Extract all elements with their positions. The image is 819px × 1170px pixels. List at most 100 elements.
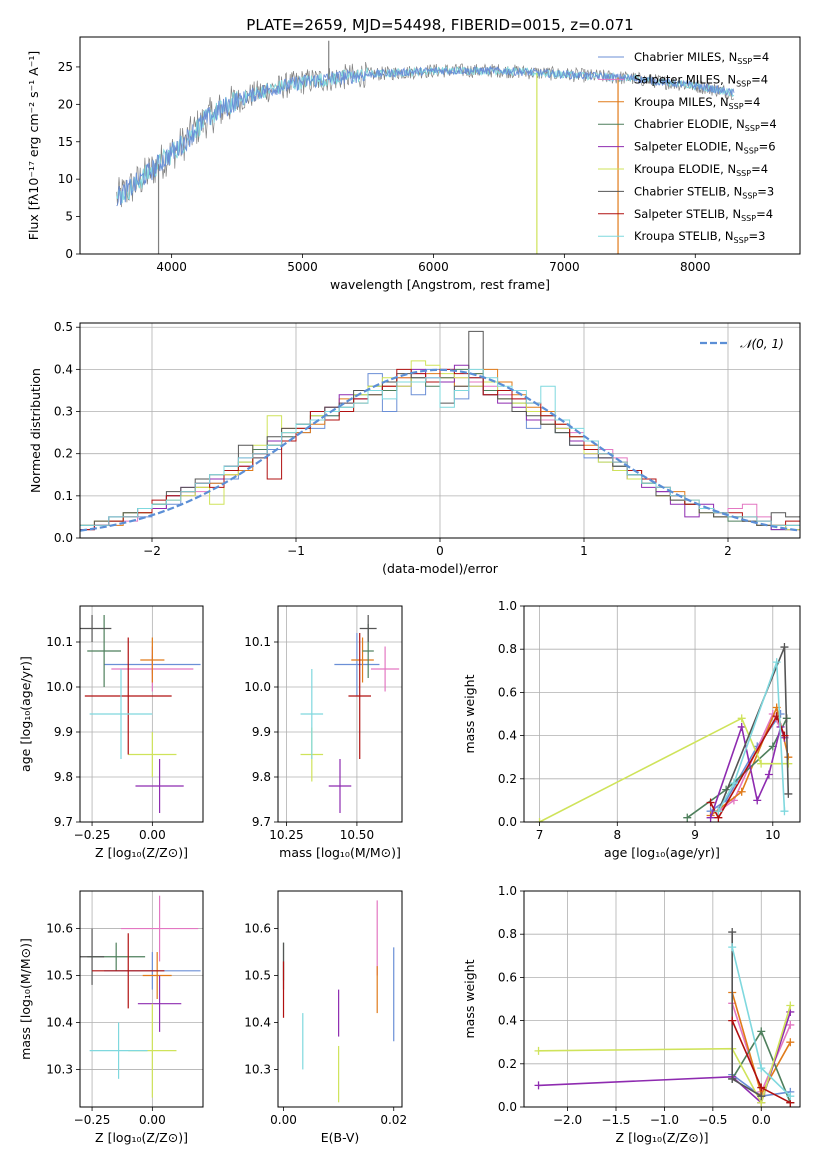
legend-sub: SSP (745, 124, 760, 133)
x-tick-label: −0.5 (698, 1113, 727, 1127)
legend-text: =4 (751, 162, 768, 176)
legend-entry: Kroupa ELODIE, NSSP=4 (634, 162, 768, 178)
data-point (786, 1020, 795, 1029)
x-tick-label: 5000 (287, 260, 318, 274)
ticks: 0.00 0.02 10.3 10.4 10.5 10.6 (244, 922, 407, 1127)
y-tick-label: 10.3 (46, 1062, 73, 1076)
axes-age-vs-weight: 7 8 9 10 0.0 0.2 0.4 0.6 0.8 1.0 age [log₁₀(age/yr… (462, 599, 801, 860)
y-axis-label: mass weight (462, 959, 477, 1038)
y-tick-label: 0.1 (54, 489, 73, 503)
data-point (780, 643, 789, 652)
legend-text: =4 (752, 50, 769, 64)
x-tick-label: 8 (613, 828, 621, 842)
data-point (786, 1038, 795, 1047)
x-tick-label: −0.25 (74, 828, 111, 842)
spectrum-line (116, 65, 735, 207)
legend-entry: Chabrier ELODIE, NSSP=4 (634, 117, 777, 133)
x-tick-label: 0.0 (752, 1113, 771, 1127)
legend-sub: SSP (729, 102, 744, 111)
data-point (728, 1016, 737, 1025)
x-axis-label: (data-model)/error (382, 561, 499, 576)
legend-text: =4 (756, 207, 773, 221)
y-tick-label: 9.8 (54, 770, 73, 784)
y-tick-label: 0.2 (498, 1057, 517, 1071)
x-axis-label: E(B-V) (321, 1130, 360, 1145)
axes-residuals: −2 −1 0 1 2 0.0 0.1 0.2 0.3 0.4 0.5 (data-model)/er… (28, 320, 801, 576)
legend-text: Kroupa MILES, N (634, 95, 729, 109)
legend-sub: SSP (737, 57, 752, 66)
legend-text: =3 (749, 229, 766, 243)
x-tick-label: −1.0 (650, 1113, 679, 1127)
y-tick-label: 10.4 (244, 1015, 271, 1029)
data-point (757, 759, 766, 768)
y-tick-label: 10.0 (46, 680, 73, 694)
y-tick-label: 10.6 (244, 922, 271, 936)
y-tick-label: 0.8 (498, 927, 517, 941)
data-point (757, 1092, 766, 1101)
axes-frame (79, 322, 801, 539)
y-tick-label: 10.1 (46, 635, 73, 649)
x-axis-label: wavelength [Angstrom, rest frame] (330, 277, 550, 292)
axes-z-vs-age: −0.25 0.00 9.7 9.8 9.9 10.0 10.1 Z [log₁₀(Z/Z⊙)… (18, 605, 204, 860)
y-tick-label: 5 (65, 210, 73, 224)
y-tick-label: 15 (58, 135, 73, 149)
y-tick-label: 10 (58, 172, 73, 186)
legend-entry: Salpeter STELIB, NSSP=4 (634, 207, 773, 223)
legend-sub: SSP (741, 214, 756, 223)
y-tick-label: 10.1 (244, 635, 271, 649)
legend-text: Chabrier MILES, N (634, 50, 737, 64)
legend-text: =3 (757, 184, 774, 198)
data-point (772, 658, 781, 667)
y-tick-label: 0 (65, 247, 73, 261)
x-axis-label: Z [log₁₀(Z/Z⊙)] (616, 1130, 709, 1145)
legend-entry: Salpeter ELODIE, NSSP=6 (634, 140, 776, 156)
series-line-kroupa-stelib (717, 661, 786, 812)
legend-text: Kroupa ELODIE, N (634, 162, 736, 176)
legend-text: =6 (759, 140, 776, 154)
x-tick-label: 10.50 (340, 828, 374, 842)
data-point (737, 722, 746, 731)
x-tick-label: 0.00 (139, 828, 166, 842)
ticks: −2 −1 0 1 2 0.0 0.1 0.2 0.3 0.4 0.5 (54, 320, 732, 558)
y-axis-label: Normed distribution (28, 368, 43, 493)
data-point (706, 813, 715, 822)
series-line-salpeter-elodie (538, 1011, 792, 1105)
y-tick-label: 0.6 (498, 685, 517, 699)
x-tick-label: 6000 (418, 260, 449, 274)
y-tick-label: 10.6 (46, 922, 73, 936)
data-point (737, 714, 746, 723)
ticks: −0.25 0.00 10.3 10.4 10.5 10.6 (46, 922, 165, 1127)
axes-frame (523, 890, 801, 1108)
data-point (784, 789, 793, 798)
y-axis-label: mass [log₁₀(M/M⊙)] (18, 938, 33, 1060)
y-tick-label: 9.7 (54, 815, 73, 829)
plot-area (80, 615, 201, 813)
data-point (728, 943, 737, 952)
plot-area (535, 643, 793, 822)
data-point (737, 787, 746, 796)
x-axis-label: mass [log₁₀(M/M⊙)] (279, 845, 401, 860)
legend-entry: Salpeter MILES, NSSP=4 (634, 72, 768, 88)
x-tick-label: 10.25 (269, 828, 303, 842)
data-point (757, 1027, 766, 1036)
ticks: 7 8 9 10 0.0 0.2 0.4 0.6 0.8 1.0 (498, 599, 781, 842)
y-tick-label: 0.2 (54, 447, 73, 461)
axes-mass-vs-age: 10.25 10.50 9.7 9.8 9.9 10.0 10.1 mass [log₁₀(M… (244, 605, 403, 860)
x-tick-label: 8000 (680, 260, 711, 274)
data-point (757, 1064, 766, 1073)
y-axis-label: age [log₁₀(age/yr)] (18, 656, 33, 772)
x-tick-label: 0 (436, 544, 444, 558)
x-tick-label: −0.25 (74, 1113, 111, 1127)
y-tick-label: 9.9 (252, 725, 271, 739)
data-point (683, 813, 692, 822)
gridlines (80, 891, 203, 1107)
x-axis-label: Z [log₁₀(Z/Z⊙)] (95, 1130, 188, 1145)
ticks: 10.25 10.50 9.7 9.8 9.9 10.0 10.1 (244, 635, 374, 842)
y-tick-label: 20 (58, 97, 73, 111)
x-tick-label: 10 (765, 828, 780, 842)
legend-entry: Kroupa STELIB, NSSP=3 (634, 229, 765, 245)
series-line-kroupa-elodie (538, 1005, 792, 1105)
axes-frame (277, 890, 403, 1108)
axes-spectrum: 4000 5000 6000 7000 8000 0 5 10 15 20 25 wavelength… (26, 16, 801, 292)
